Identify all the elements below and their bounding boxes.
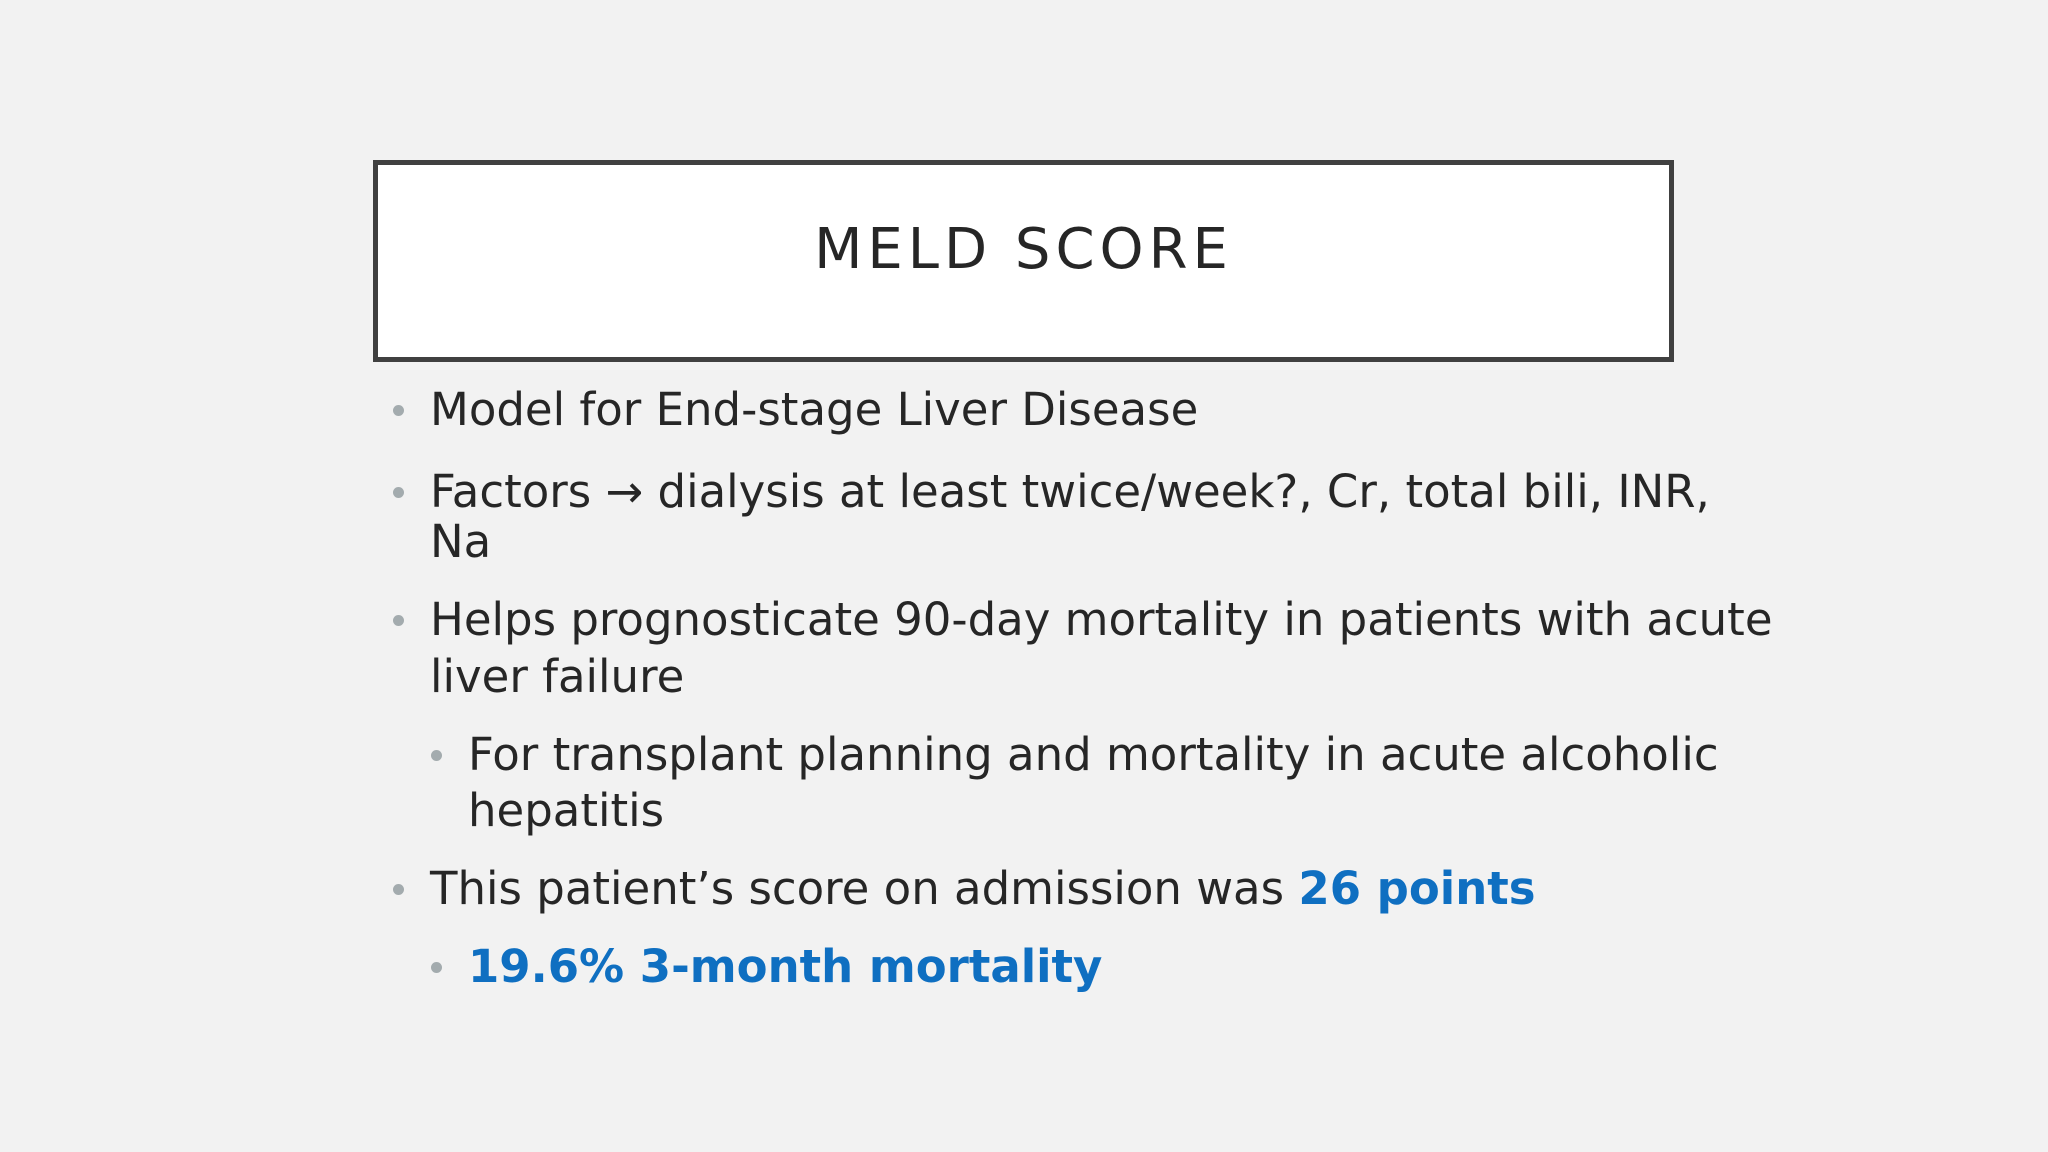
bullet-item: This patient’s score on admission was 26… [430,861,1536,917]
emphasis-text: 19.6% 3-month mortality [468,940,1103,993]
bullet-item: Na [430,515,492,568]
bullet-item: liver failure [430,650,685,703]
bullet-item: Model for End-stage Liver Disease [430,383,1199,436]
bullet-item: Factors → dialysis at least twice/week?,… [430,465,1710,518]
bullet-item: Helps prognosticate 90-day mortality in … [430,593,1773,646]
bullet-dot [393,487,404,498]
bullet-text: This patient’s score on admission was [430,862,1299,915]
bullet-dot [393,405,404,416]
bullet-dot [431,750,442,761]
bullet-dot [393,615,404,626]
bullet-dot [431,962,442,973]
sub-bullet-item: hepatitis [468,784,665,837]
sub-bullet-item: For transplant planning and mortality in… [468,728,1719,781]
emphasis-text: 26 points [1298,862,1536,915]
bullet-dot [393,884,404,895]
sub-bullet-item: 19.6% 3-month mortality [468,939,1102,995]
title-box: MELD SCORE [373,160,1674,362]
slide-title: MELD SCORE [814,217,1233,282]
